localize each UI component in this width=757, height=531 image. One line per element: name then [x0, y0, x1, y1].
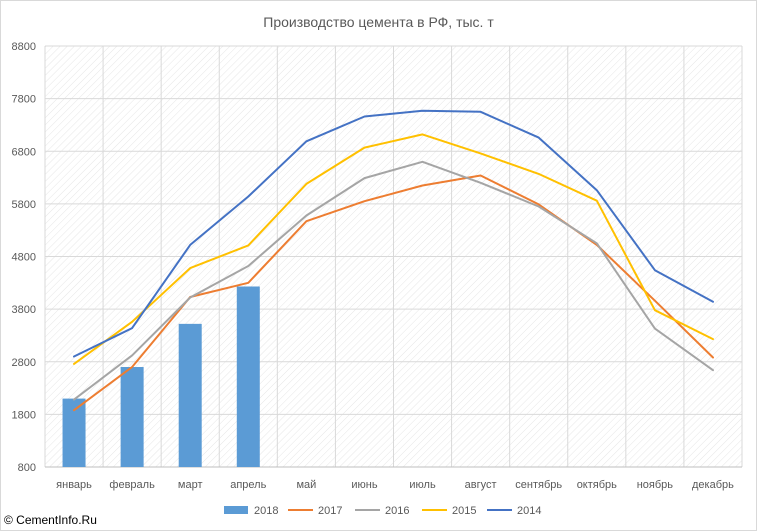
legend-label-2018: 2018: [254, 505, 278, 517]
legend-label-2016: 2016: [385, 505, 409, 517]
watermark: © CementInfo.Ru: [4, 513, 97, 527]
legend: 2018 2017 2016 2015 2014: [224, 505, 541, 517]
x-tick-label: август: [465, 479, 497, 491]
legend-label-2015: 2015: [452, 505, 476, 517]
y-axis-ticks: 800 1800 2800 3800 4800 5800 6800 7800 8800: [12, 41, 36, 474]
bar-2018-апрель: [236, 286, 260, 467]
bar-2018-январь: [62, 398, 86, 467]
x-tick-label: апрель: [230, 479, 266, 491]
bar-series: [62, 286, 260, 467]
x-tick-label: март: [178, 479, 203, 491]
legend-swatch-2018: [224, 506, 248, 514]
y-tick-label: 2800: [12, 357, 36, 369]
y-tick-label: 800: [18, 462, 36, 474]
x-tick-label: декабрь: [692, 479, 734, 491]
x-axis-ticks: январь февраль март апрель май июнь июль август…: [56, 479, 734, 491]
x-tick-label: июнь: [351, 479, 377, 491]
x-tick-label: октябрь: [577, 479, 617, 491]
x-tick-label: май: [296, 479, 316, 491]
x-tick-label: ноябрь: [637, 479, 674, 491]
line-series: [73, 109, 714, 412]
chart-title: Производство цемента в РФ, тыс. т: [263, 14, 494, 30]
line-series-2014: [73, 109, 714, 358]
y-tick-label: 3800: [12, 304, 36, 316]
line-series-2017: [73, 174, 714, 412]
bar-2018-март: [178, 323, 202, 467]
line-series-2016: [73, 160, 714, 401]
y-tick-label: 7800: [12, 94, 36, 106]
line-series-2015: [73, 133, 714, 365]
legend-label-2017: 2017: [318, 505, 342, 517]
x-tick-label: январь: [56, 479, 92, 491]
legend-label-2014: 2014: [517, 505, 541, 517]
bar-2018-февраль: [120, 367, 144, 467]
x-tick-label: июль: [409, 479, 436, 491]
y-tick-label: 1800: [12, 409, 36, 421]
y-tick-label: 5800: [12, 199, 36, 211]
y-tick-label: 6800: [12, 146, 36, 158]
x-tick-label: сентябрь: [515, 479, 562, 491]
x-tick-label: февраль: [109, 479, 155, 491]
y-tick-label: 4800: [12, 252, 36, 264]
y-tick-label: 8800: [12, 41, 36, 53]
